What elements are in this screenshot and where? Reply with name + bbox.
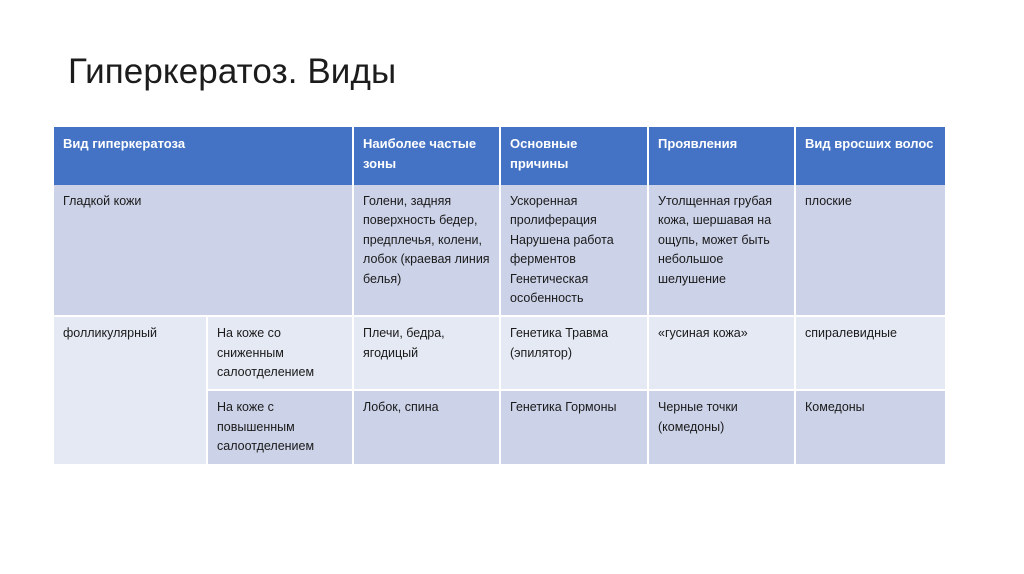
column-header-zones: Наиболее частые зоны — [353, 127, 502, 185]
table-row: На коже с повышенным салоотделением Лобо… — [54, 390, 946, 466]
column-header-ingrown-hair: Вид вросших волос — [795, 127, 946, 185]
column-header-type: Вид гиперкератоза — [54, 127, 355, 185]
cell-manifestations-low-sebum: «гусиная кожа» — [648, 316, 797, 392]
cell-subtype-high-sebum: На коже с повышенным салоотделением — [207, 390, 355, 466]
cell-ingrown-hair-high-sebum: Комедоны — [795, 390, 946, 466]
cell-causes-smooth-skin: Ускоренная пролиферация Нарушена работа … — [500, 185, 650, 318]
table-body: Гладкой кожи Голени, задняя поверхность … — [54, 185, 946, 466]
table-header-row: Вид гиперкератоза Наиболее частые зоны О… — [54, 127, 946, 185]
table-row: фолликулярный На коже со сниженным салоо… — [54, 316, 946, 466]
hyperkeratosis-table-wrapper: Вид гиперкератоза Наиболее частые зоны О… — [54, 127, 946, 466]
cell-manifestations-smooth-skin: Утолщенная грубая кожа, шершавая на ощуп… — [648, 185, 797, 318]
cell-causes-low-sebum: Генетика Травма (эпилятор) — [500, 316, 650, 392]
cell-zones-low-sebum: Плечи, бедра, ягодицый — [353, 316, 502, 392]
cell-type-smooth-skin: Гладкой кожи — [54, 185, 355, 318]
cell-ingrown-hair-low-sebum: спиралевидные — [795, 316, 946, 392]
table-row: Гладкой кожи Голени, задняя поверхность … — [54, 185, 946, 318]
cell-type-follicular: фолликулярный — [54, 316, 208, 466]
page-title: Гиперкератоз. Виды — [68, 52, 397, 91]
hyperkeratosis-table: Вид гиперкератоза Наиболее частые зоны О… — [54, 127, 946, 466]
cell-zones-smooth-skin: Голени, задняя поверхность бедер, предпл… — [353, 185, 502, 318]
column-header-manifestations: Проявления — [648, 127, 797, 185]
cell-zones-high-sebum: Лобок, спина — [353, 390, 502, 466]
cell-subtype-low-sebum: На коже со сниженным салоотделением — [207, 316, 355, 392]
cell-manifestations-high-sebum: Черные точки (комедоны) — [648, 390, 797, 466]
cell-causes-high-sebum: Генетика Гормоны — [500, 390, 650, 466]
table-header: Вид гиперкератоза Наиболее частые зоны О… — [54, 127, 946, 185]
cell-ingrown-hair-smooth-skin: плоские — [795, 185, 946, 318]
column-header-causes: Основные причины — [500, 127, 650, 185]
